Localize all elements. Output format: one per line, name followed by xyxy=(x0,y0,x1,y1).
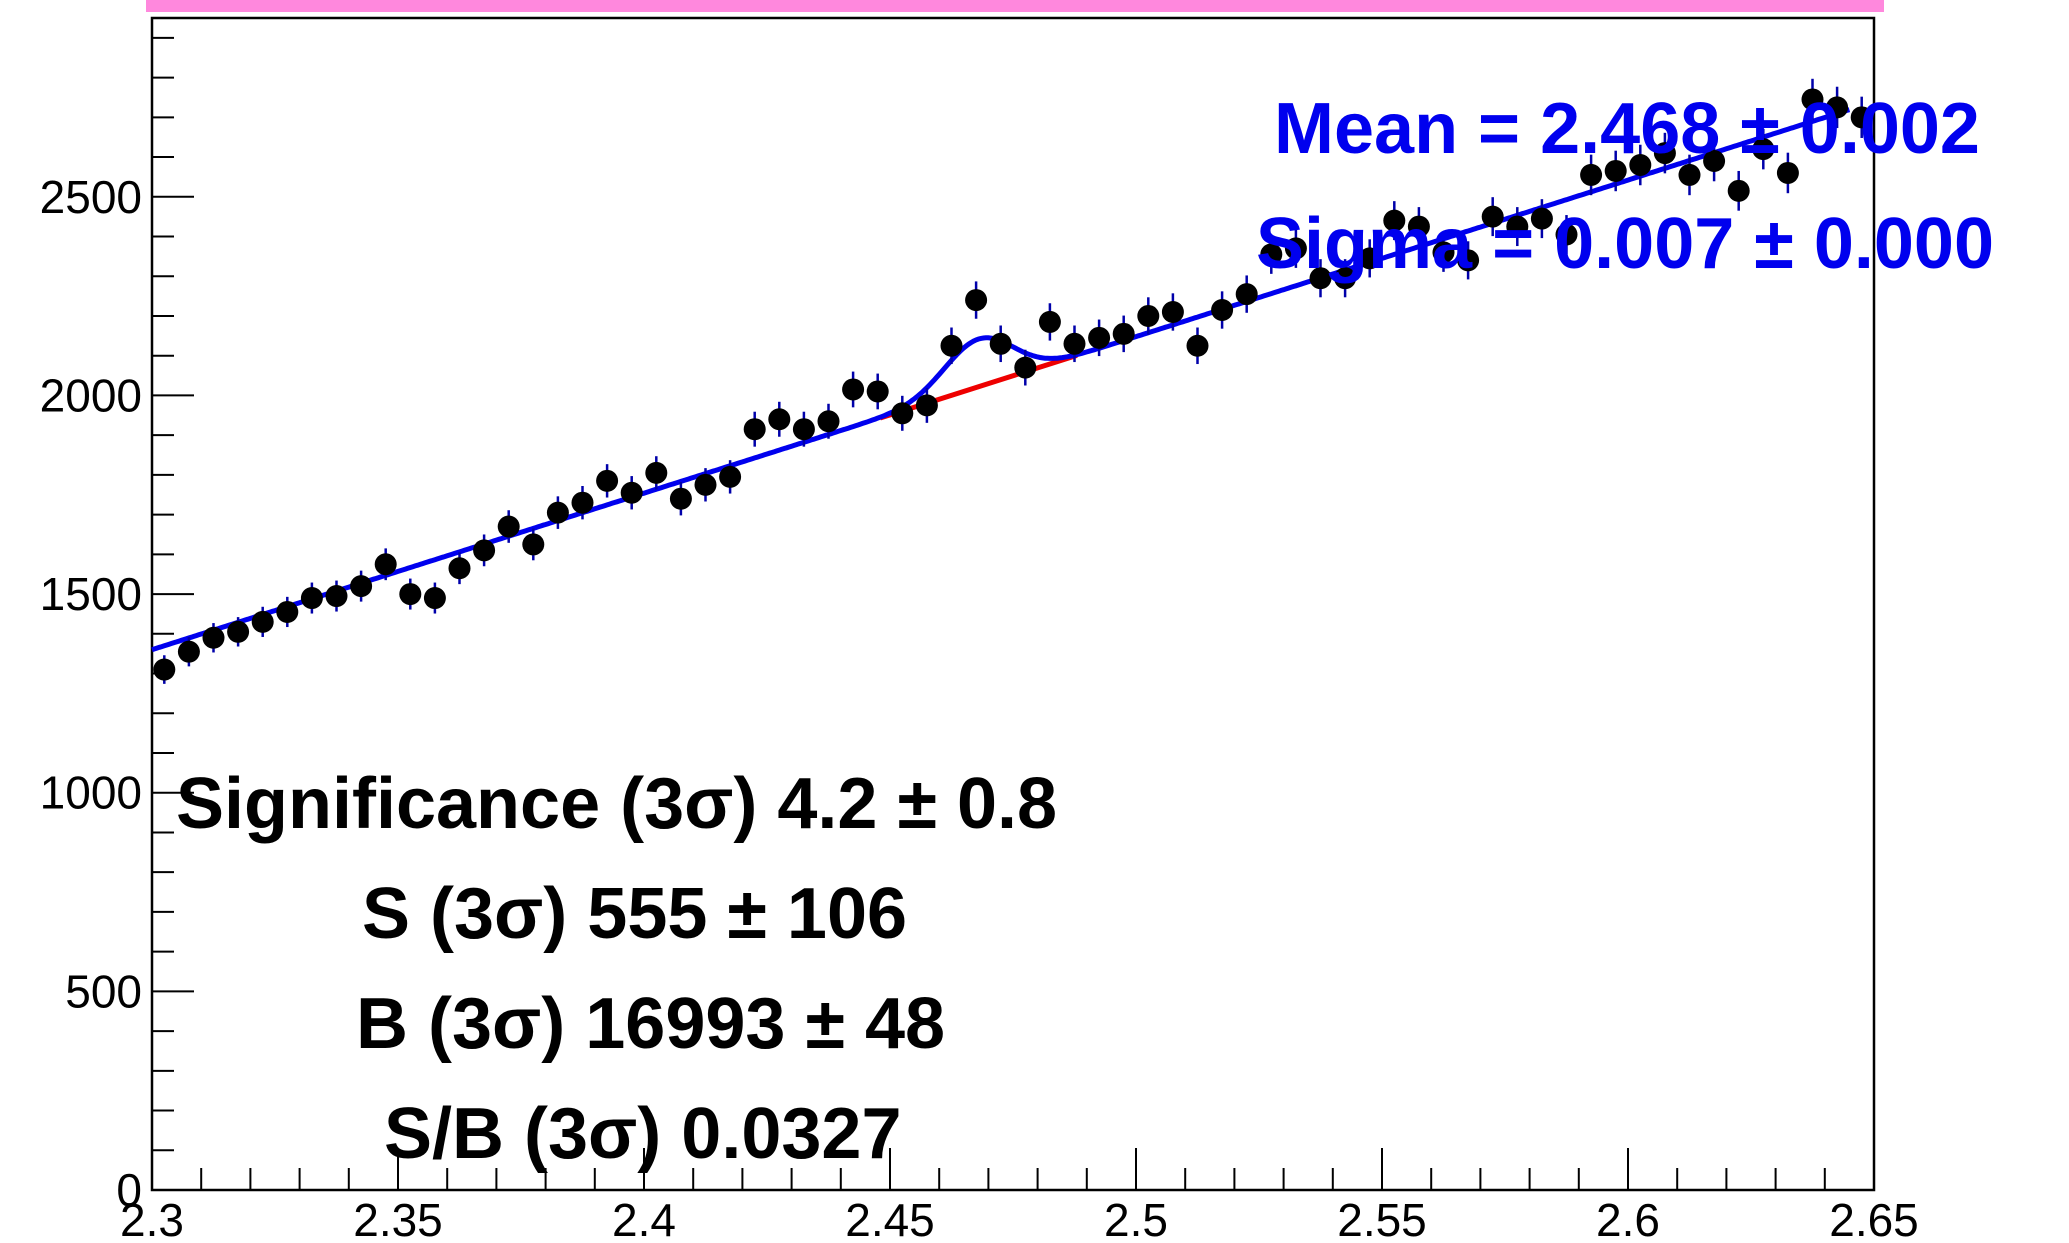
data-point xyxy=(1752,138,1775,161)
data-point xyxy=(596,469,619,492)
data-point xyxy=(1432,241,1455,264)
data-point xyxy=(891,402,914,425)
y-tick-label: 2000 xyxy=(40,369,142,421)
significance-annotation: Significance (3σ) 4.2 ± 0.8 xyxy=(176,764,1057,844)
data-point xyxy=(1211,299,1234,322)
data-point xyxy=(1530,207,1553,230)
data-points xyxy=(153,78,1873,684)
data-point xyxy=(1604,159,1627,182)
top-band xyxy=(146,0,1884,12)
data-point xyxy=(546,501,569,524)
data-point xyxy=(915,394,938,417)
data-point xyxy=(1653,142,1676,165)
data-point xyxy=(1801,88,1824,111)
data-point xyxy=(251,610,274,633)
data-point xyxy=(694,473,717,496)
data-point xyxy=(1334,267,1357,290)
x-tick-label: 2.35 xyxy=(353,1194,443,1243)
background-fit-line xyxy=(879,353,1078,421)
plot-frame xyxy=(150,16,1876,1192)
data-point xyxy=(300,587,323,610)
y-tick-label: 1000 xyxy=(40,767,142,819)
data-point xyxy=(1727,179,1750,202)
data-point xyxy=(1161,300,1184,323)
data-point xyxy=(473,539,496,562)
data-point xyxy=(842,378,865,401)
s-over-b-annotation: S/B (3σ) 0.0327 xyxy=(384,1094,902,1174)
data-point xyxy=(1629,153,1652,176)
x-axis-ticks xyxy=(151,1148,1875,1190)
y-tick-label: 500 xyxy=(65,965,142,1017)
data-point xyxy=(719,465,742,488)
data-point xyxy=(1506,215,1529,238)
y-axis-tick-labels: 0 500 1000 1500 2000 2500 xyxy=(40,171,142,1216)
y-tick-label: 1500 xyxy=(40,568,142,620)
data-point xyxy=(1063,332,1086,355)
x-tick-label: 2.6 xyxy=(1596,1194,1660,1243)
data-point xyxy=(1038,310,1061,333)
data-point xyxy=(817,410,840,433)
data-point xyxy=(1358,247,1381,270)
x-tick-label: 2.55 xyxy=(1337,1194,1427,1243)
mean-annotation: Mean = 2.468 ± 0.002 xyxy=(1274,89,1980,169)
data-point xyxy=(202,626,225,649)
data-point xyxy=(768,408,791,431)
data-point xyxy=(1703,150,1726,173)
data-point xyxy=(522,533,545,556)
data-point xyxy=(399,583,422,606)
data-point xyxy=(1309,267,1332,290)
data-point xyxy=(1580,163,1603,186)
data-point xyxy=(1678,163,1701,186)
data-point xyxy=(645,461,668,484)
data-point xyxy=(1555,223,1578,246)
data-point xyxy=(1186,334,1209,357)
y-tick-label: 0 xyxy=(116,1164,142,1216)
x-tick-label: 2.5 xyxy=(1104,1194,1168,1243)
x-axis-tick-labels: 2.3 2.35 2.4 2.45 2.5 2.55 2.6 2.65 xyxy=(120,1194,1919,1243)
data-point xyxy=(1284,237,1307,260)
data-point xyxy=(1776,161,1799,184)
data-point xyxy=(423,587,446,610)
data-point xyxy=(989,332,1012,355)
data-point xyxy=(276,600,299,623)
data-point xyxy=(1235,283,1258,306)
data-point xyxy=(1137,304,1160,327)
data-point xyxy=(1014,356,1037,379)
data-point xyxy=(1457,249,1480,272)
signal-annotation: S (3σ) 555 ± 106 xyxy=(362,874,907,954)
sigma-annotation: Sigma = 0.007 ± 0.000 xyxy=(1256,204,1994,284)
x-tick-label: 2.3 xyxy=(120,1194,184,1243)
data-point xyxy=(153,658,176,681)
data-point xyxy=(1850,106,1873,129)
data-point xyxy=(325,585,348,608)
data-point xyxy=(866,380,889,403)
data-point xyxy=(965,289,988,312)
data-point xyxy=(227,620,250,643)
data-point xyxy=(1481,205,1504,228)
data-point xyxy=(177,640,200,663)
data-point xyxy=(620,481,643,504)
y-axis-ticks xyxy=(152,36,194,1191)
data-point xyxy=(374,553,397,576)
x-tick-label: 2.4 xyxy=(612,1194,676,1243)
background-annotation: B (3σ) 16993 ± 48 xyxy=(356,984,945,1064)
data-point xyxy=(1260,243,1283,266)
data-point xyxy=(448,557,471,580)
data-point xyxy=(669,487,692,510)
data-point xyxy=(1088,326,1111,349)
x-tick-label: 2.65 xyxy=(1829,1194,1919,1243)
data-point xyxy=(1826,96,1849,119)
data-point xyxy=(1383,209,1406,232)
y-tick-label: 2500 xyxy=(40,171,142,223)
data-point xyxy=(497,515,520,538)
x-tick-label: 2.45 xyxy=(845,1194,935,1243)
data-point xyxy=(350,575,373,598)
data-point xyxy=(571,491,594,514)
data-point xyxy=(1112,322,1135,345)
data-point xyxy=(743,418,766,441)
data-point xyxy=(792,418,815,441)
data-point xyxy=(940,334,963,357)
data-point xyxy=(1407,215,1430,238)
